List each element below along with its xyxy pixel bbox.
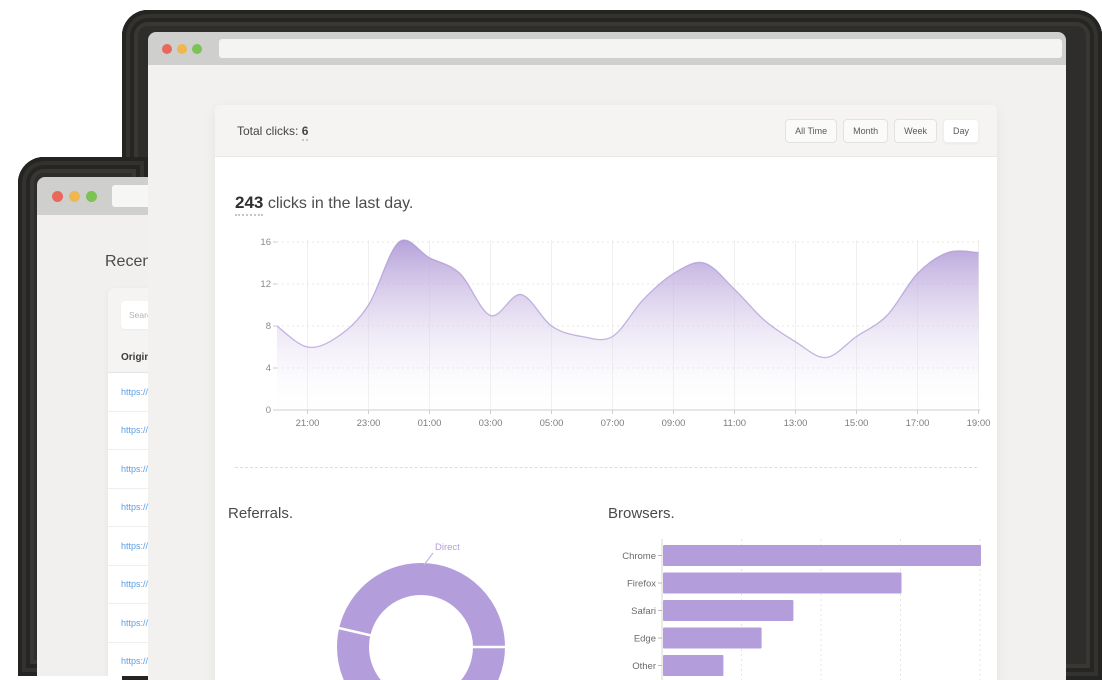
range-day-button[interactable]: Day: [942, 118, 979, 143]
address-bar[interactable]: [219, 39, 1062, 58]
table-row[interactable]: https://: [108, 373, 148, 412]
donut-slice-label: Direct: [435, 542, 460, 553]
table-row[interactable]: https://: [108, 411, 148, 450]
referrals-title: Referrals.: [228, 505, 294, 522]
svg-text:11:00: 11:00: [723, 418, 746, 429]
clicks-headline-text: clicks in the last day.: [263, 195, 414, 212]
close-window-button[interactable]: [162, 43, 172, 54]
minimize-window-button[interactable]: [69, 190, 80, 202]
svg-text:Edge: Edge: [634, 634, 656, 645]
browsers-bar-chart: Chrome Firefox Safari Edge Other: [622, 539, 981, 680]
zoom-window-button[interactable]: [192, 43, 202, 54]
svg-text:23:00: 23:00: [357, 418, 381, 429]
range-all-time-button[interactable]: All Time: [785, 118, 838, 143]
svg-text:16: 16: [260, 237, 271, 248]
svg-text:Other: Other: [632, 661, 656, 672]
back-browser-window: Recent Original URL https:// https:// ht…: [37, 177, 148, 676]
total-clicks-value: 6: [301, 123, 309, 141]
range-month-button[interactable]: Month: [843, 118, 889, 143]
search-input[interactable]: [121, 301, 148, 329]
svg-text:05:00: 05:00: [540, 418, 564, 429]
svg-text:07:00: 07:00: [601, 418, 625, 429]
svg-text:12: 12: [260, 279, 271, 290]
address-bar[interactable]: [112, 185, 148, 207]
table-row[interactable]: https://: [108, 604, 148, 643]
range-week-button[interactable]: Week: [894, 118, 937, 143]
svg-text:13:00: 13:00: [784, 418, 808, 429]
link-url[interactable]: https://: [121, 502, 148, 513]
table-row[interactable]: https://: [108, 527, 148, 566]
link-url[interactable]: https://: [121, 425, 148, 436]
svg-text:03:00: 03:00: [479, 418, 503, 429]
front-browser-titlebar: [148, 32, 1066, 65]
back-window-frame: Recent Original URL https:// https:// ht…: [18, 157, 148, 676]
table-row[interactable]: https://: [108, 450, 148, 489]
svg-text:09:00: 09:00: [662, 418, 686, 429]
zoom-window-button[interactable]: [86, 190, 97, 202]
link-url[interactable]: https://: [121, 579, 148, 590]
front-page: Total clicks: 6 All Time Month Week Day …: [148, 65, 1066, 680]
analytics-card: Total clicks: 6 All Time Month Week Day …: [215, 105, 997, 680]
svg-text:15:00: 15:00: [845, 418, 869, 429]
time-range-selector: All Time Month Week Day: [785, 118, 979, 143]
minimize-window-button[interactable]: [177, 43, 187, 54]
total-clicks-text: Total clicks:: [237, 123, 299, 138]
svg-text:17:00: 17:00: [906, 418, 930, 429]
svg-text:Chrome: Chrome: [622, 551, 656, 562]
front-window-frame: Total clicks: 6 All Time Month Week Day …: [122, 10, 1102, 680]
table-row[interactable]: https://: [108, 642, 148, 676]
svg-text:4: 4: [266, 363, 271, 374]
svg-text:01:00: 01:00: [418, 418, 442, 429]
donut-label-leader-line: [423, 552, 434, 566]
close-window-button[interactable]: [52, 190, 63, 202]
table-row[interactable]: https://: [108, 565, 148, 604]
table-row[interactable]: https://: [108, 488, 148, 527]
link-url[interactable]: https://: [121, 540, 148, 551]
back-page: Recent Original URL https:// https:// ht…: [37, 215, 148, 676]
svg-text:Firefox: Firefox: [627, 579, 656, 590]
link-url[interactable]: https://: [121, 386, 148, 397]
total-clicks-label: Total clicks: 6: [237, 123, 309, 141]
clicks-count: 243: [235, 193, 264, 216]
section-divider: [235, 467, 977, 468]
browsers-title: Browsers.: [608, 505, 675, 522]
analytics-card-header: Total clicks: 6 All Time Month Week Day: [215, 105, 997, 157]
svg-text:8: 8: [266, 321, 271, 332]
recent-links-card: Original URL https:// https:// https:// …: [108, 288, 148, 676]
svg-text:19:00: 19:00: [967, 418, 990, 429]
svg-text:21:00: 21:00: [296, 418, 320, 429]
back-browser-titlebar: [37, 177, 148, 215]
svg-text:0: 0: [266, 405, 271, 416]
table-header-original-url: Original URL: [108, 342, 148, 373]
clicks-headline: 243 clicks in the last day.: [235, 193, 414, 216]
svg-text:Safari: Safari: [631, 606, 656, 617]
front-browser-window: Total clicks: 6 All Time Month Week Day …: [148, 32, 1066, 680]
clicks-area-chart: 0 4 8 12 16 21:00 23:00 01:00 03:00 05:00 07:00 09:…: [260, 237, 990, 429]
referrals-donut-chart: Direct: [337, 542, 506, 680]
link-url[interactable]: https://: [121, 463, 148, 474]
link-url[interactable]: https://: [121, 656, 148, 667]
recent-links-title: Recent: [105, 253, 148, 270]
link-url[interactable]: https://: [121, 617, 148, 628]
